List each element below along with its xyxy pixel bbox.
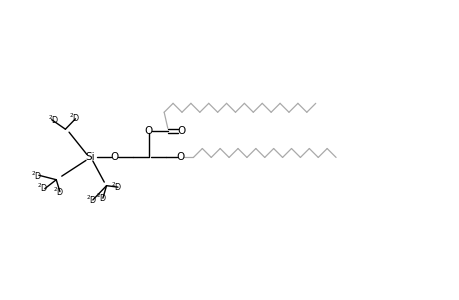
Text: O: O: [177, 126, 185, 136]
Text: $^{2}$D: $^{2}$D: [53, 186, 64, 198]
Text: $^{2}$D: $^{2}$D: [37, 182, 48, 194]
Text: $^{2}$D: $^{2}$D: [86, 194, 97, 206]
Text: O: O: [144, 126, 152, 136]
Text: $^{2}$D: $^{2}$D: [48, 114, 60, 127]
Text: Si: Si: [85, 152, 95, 162]
Text: $^{2}$D: $^{2}$D: [31, 170, 43, 182]
Text: $^{2}$D: $^{2}$D: [111, 181, 122, 194]
Text: O: O: [110, 152, 118, 162]
Text: $^{2}$D: $^{2}$D: [96, 191, 107, 204]
Text: $^{2}$D: $^{2}$D: [69, 112, 80, 124]
Text: O: O: [176, 152, 185, 162]
